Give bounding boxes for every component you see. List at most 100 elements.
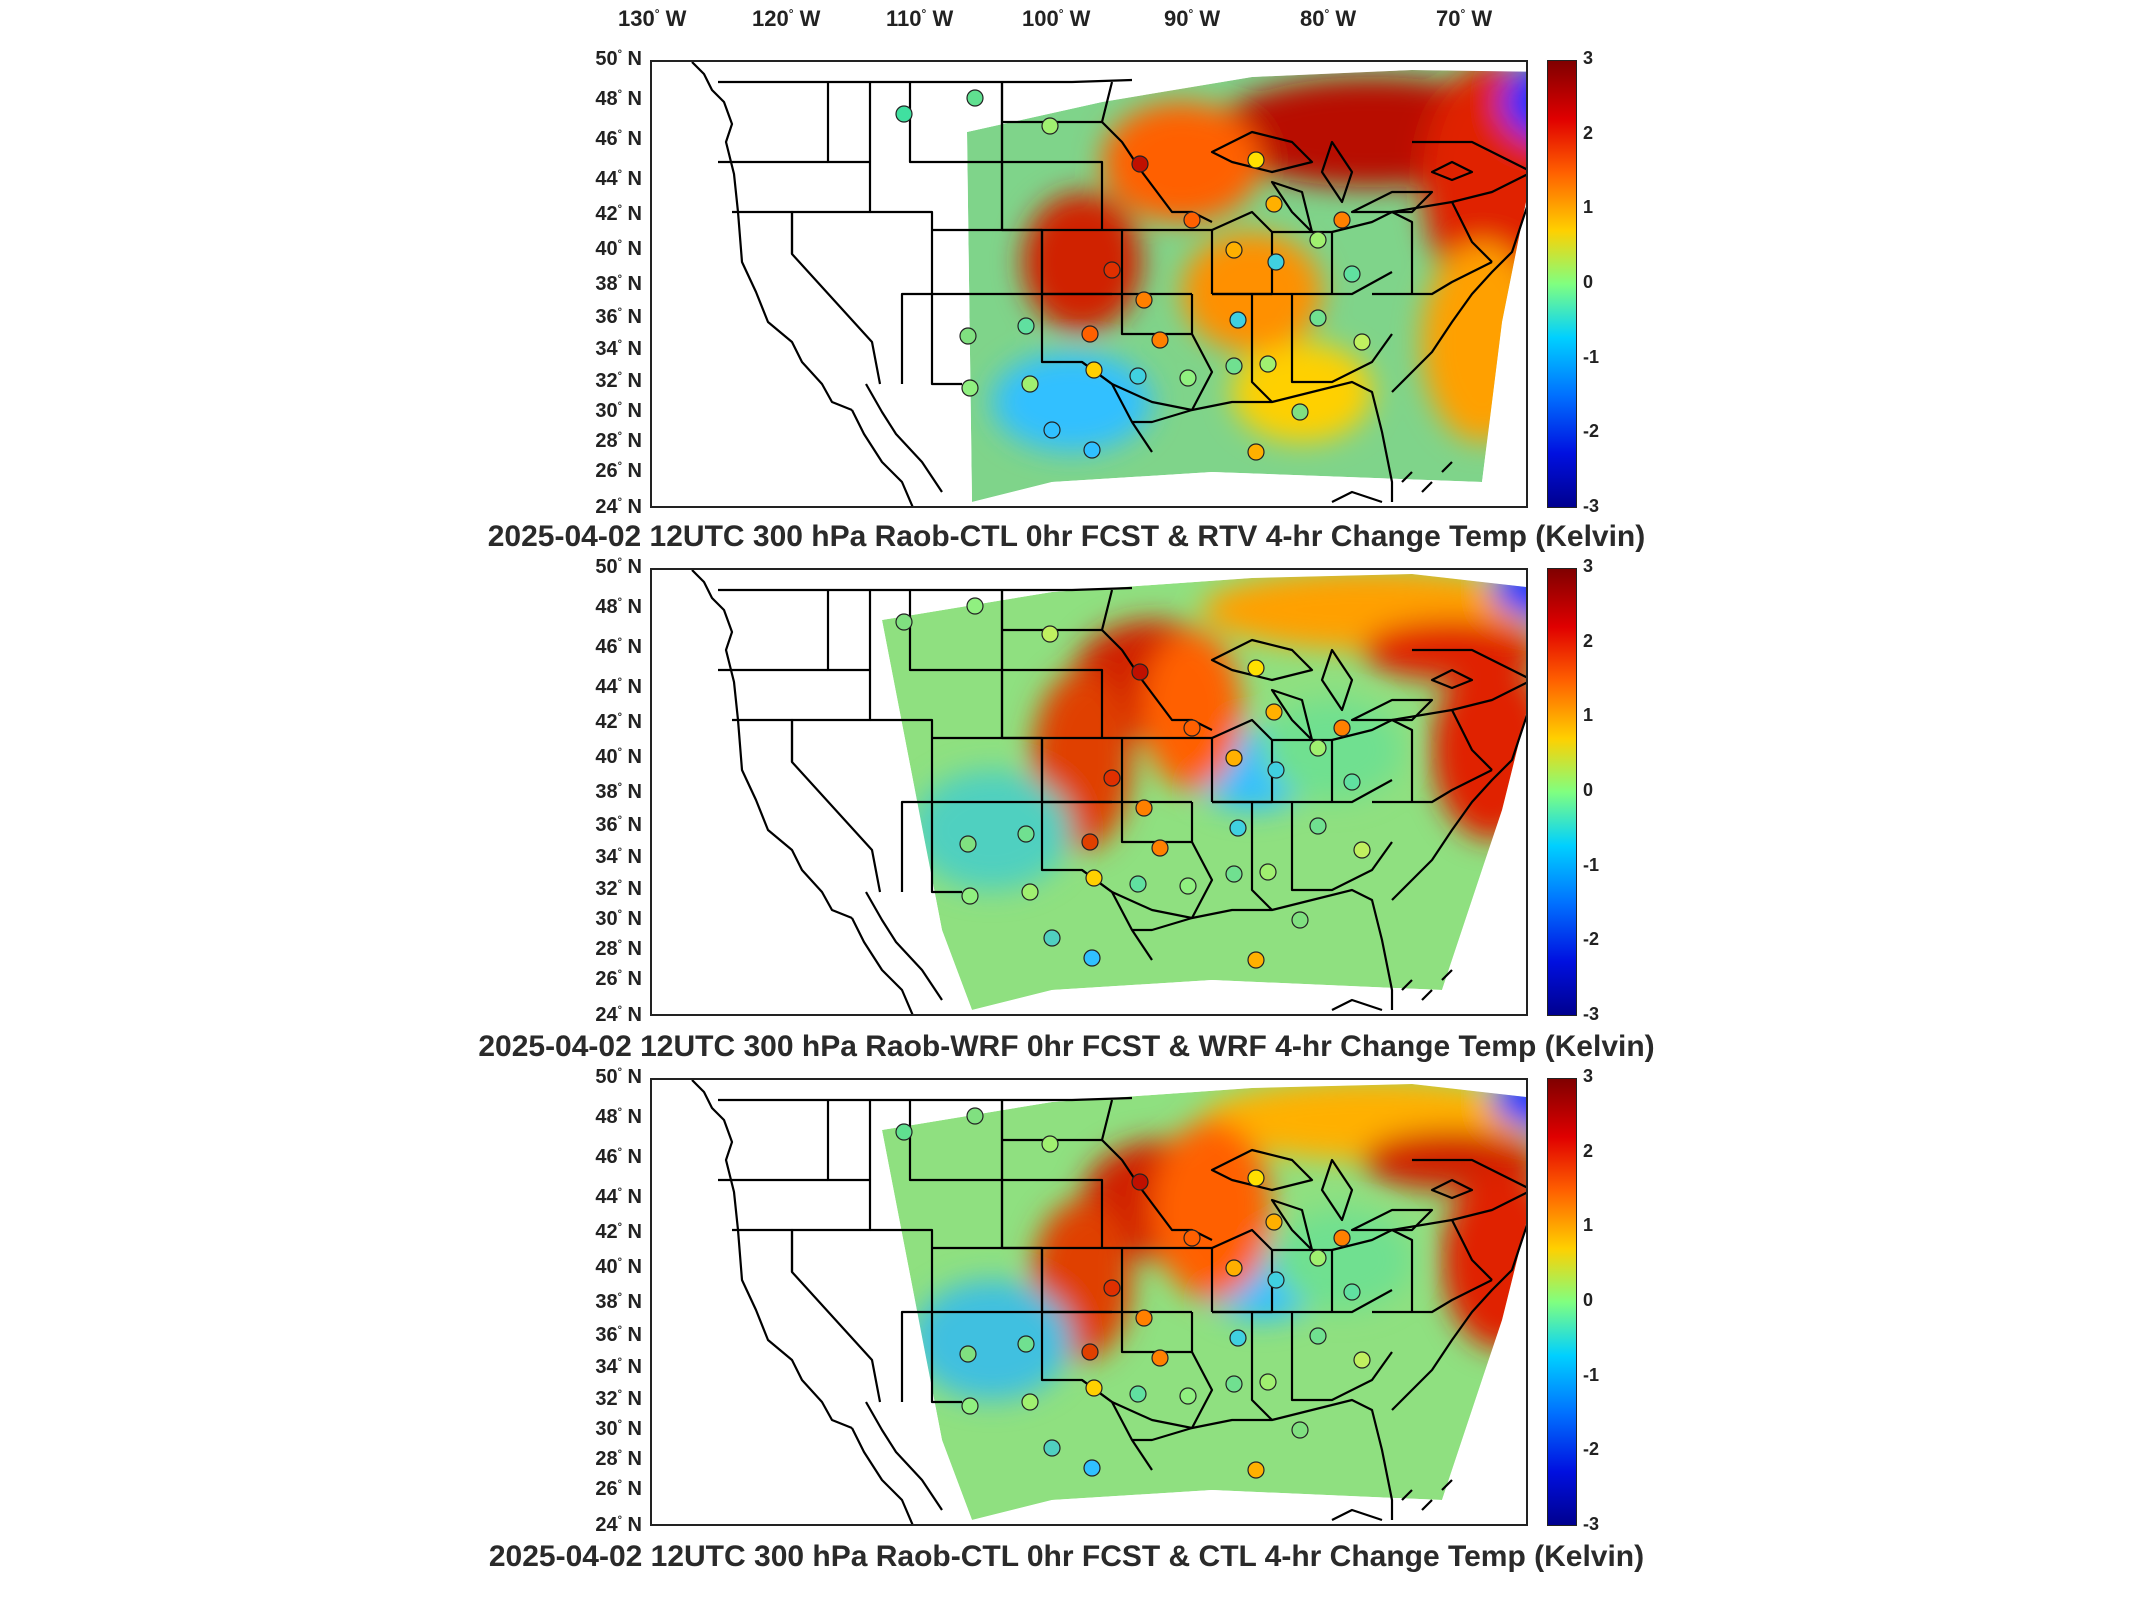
raob-station-marker — [961, 1397, 979, 1415]
colorbar-tick-label: 1 — [1583, 1215, 1594, 1236]
lat-label-26: 26° N — [595, 1478, 642, 1500]
raob-station-marker — [1043, 1439, 1061, 1457]
raob-station-marker — [1259, 355, 1277, 373]
lat-label-26: 26° N — [595, 460, 642, 482]
raob-station-marker — [1081, 1343, 1099, 1361]
lat-label-44: 44° N — [595, 676, 642, 698]
raob-station-marker — [1225, 865, 1243, 883]
raob-station-marker — [1083, 949, 1101, 967]
lat-label-32: 32° N — [595, 878, 642, 900]
lat-label-32: 32° N — [595, 1388, 642, 1410]
map-panel-3 — [0, 1078, 2133, 1588]
lat-label-42: 42° N — [595, 711, 642, 733]
map-plot-area — [650, 568, 1528, 1016]
raob-station-marker — [1267, 1271, 1285, 1289]
colorbar-tick-label: 2 — [1583, 122, 1594, 143]
raob-station-marker — [1225, 1375, 1243, 1393]
raob-station-marker — [1247, 659, 1265, 677]
raob-station-marker — [1135, 799, 1153, 817]
raob-station-marker — [1291, 1421, 1309, 1439]
raob-station-marker — [1343, 773, 1361, 791]
lat-label-34: 34° N — [595, 338, 642, 360]
raob-station-marker — [895, 105, 913, 123]
lat-label-26: 26° N — [595, 968, 642, 990]
raob-station-marker — [1103, 1279, 1121, 1297]
raob-station-marker — [1267, 761, 1285, 779]
colorbar-tick-label: -1 — [1583, 346, 1600, 367]
raob-station-marker — [895, 1123, 913, 1141]
lat-label-24: 24° N — [595, 496, 642, 518]
raob-station-marker — [1043, 929, 1061, 947]
raob-station-marker — [1225, 357, 1243, 375]
raob-station-marker — [1017, 825, 1035, 843]
lat-label-50: 50° N — [595, 48, 642, 70]
raob-station-marker — [959, 835, 977, 853]
raob-station-marker — [1085, 869, 1103, 887]
lat-label-34: 34° N — [595, 1356, 642, 1378]
raob-station-marker — [1183, 211, 1201, 229]
raob-station-marker — [1183, 1229, 1201, 1247]
raob-station-marker — [1129, 875, 1147, 893]
raob-station-marker — [1131, 1173, 1149, 1191]
raob-station-marker — [1309, 231, 1327, 249]
raob-station-marker — [961, 379, 979, 397]
lat-label-38: 38° N — [595, 273, 642, 295]
raob-station-marker — [1291, 911, 1309, 929]
lat-label-24: 24° N — [595, 1514, 642, 1536]
lat-label-30: 30° N — [595, 400, 642, 422]
raob-station-marker — [1021, 883, 1039, 901]
colorbar-tick-label: 3 — [1583, 556, 1594, 576]
raob-station-marker — [1129, 1385, 1147, 1403]
raob-station-marker — [1225, 241, 1243, 259]
raob-station-marker — [1247, 1461, 1265, 1479]
raob-station-marker — [1265, 1213, 1283, 1231]
raob-station-marker — [1179, 877, 1197, 895]
lat-label-46: 46° N — [595, 128, 642, 150]
raob-station-marker — [1309, 309, 1327, 327]
raob-station-marker — [1333, 211, 1351, 229]
map-plot-area — [650, 60, 1528, 508]
raob-station-marker — [1247, 951, 1265, 969]
raob-station-marker — [1179, 369, 1197, 387]
raob-station-marker — [1083, 1459, 1101, 1477]
raob-station-marker — [1267, 253, 1285, 271]
lat-label-48: 48° N — [595, 1106, 642, 1128]
panel-title-1: 2025-04-02 12UTC 300 hPa Raob-CTL 0hr FC… — [487, 520, 1646, 553]
raob-station-marker — [1265, 703, 1283, 721]
raob-station-marker — [1225, 1259, 1243, 1277]
raob-station-marker — [1343, 1283, 1361, 1301]
map-plot-area — [650, 1078, 1528, 1526]
lat-label-40: 40° N — [595, 238, 642, 260]
colorbar-tick-label: 0 — [1583, 1290, 1594, 1310]
colorbar-tick-label: -3 — [1583, 1514, 1600, 1534]
colorbar-tick-label: -1 — [1583, 854, 1600, 875]
raob-station-marker — [1225, 749, 1243, 767]
lat-label-42: 42° N — [595, 203, 642, 225]
raob-station-marker — [1081, 833, 1099, 851]
lon-label-100: 100° W — [1022, 6, 1091, 31]
raob-station-marker — [1021, 1393, 1039, 1411]
lat-label-30: 30° N — [595, 908, 642, 930]
raob-station-marker — [966, 1107, 984, 1125]
colorbar — [1547, 568, 1577, 1016]
colorbar-tick-label: 0 — [1583, 272, 1594, 292]
lat-label-32: 32° N — [595, 370, 642, 392]
colorbar-tick-label: -2 — [1583, 421, 1600, 442]
lat-label-36: 36° N — [595, 306, 642, 328]
lon-label-80: 80° W — [1300, 6, 1357, 31]
lat-label-44: 44° N — [595, 168, 642, 190]
raob-station-marker — [1135, 291, 1153, 309]
raob-station-marker — [1259, 863, 1277, 881]
lat-label-38: 38° N — [595, 1291, 642, 1313]
raob-station-marker — [1131, 155, 1149, 173]
raob-station-marker — [1247, 443, 1265, 461]
raob-station-marker — [1265, 195, 1283, 213]
panel-title-3: 2025-04-02 12UTC 300 hPa Raob-CTL 0hr FC… — [488, 1540, 1645, 1573]
lat-label-48: 48° N — [595, 88, 642, 110]
lat-label-24: 24° N — [595, 1004, 642, 1026]
raob-station-marker — [1081, 325, 1099, 343]
raob-station-marker — [1179, 1387, 1197, 1405]
lat-label-40: 40° N — [595, 746, 642, 768]
raob-station-marker — [1309, 817, 1327, 835]
lat-label-30: 30° N — [595, 1418, 642, 1440]
